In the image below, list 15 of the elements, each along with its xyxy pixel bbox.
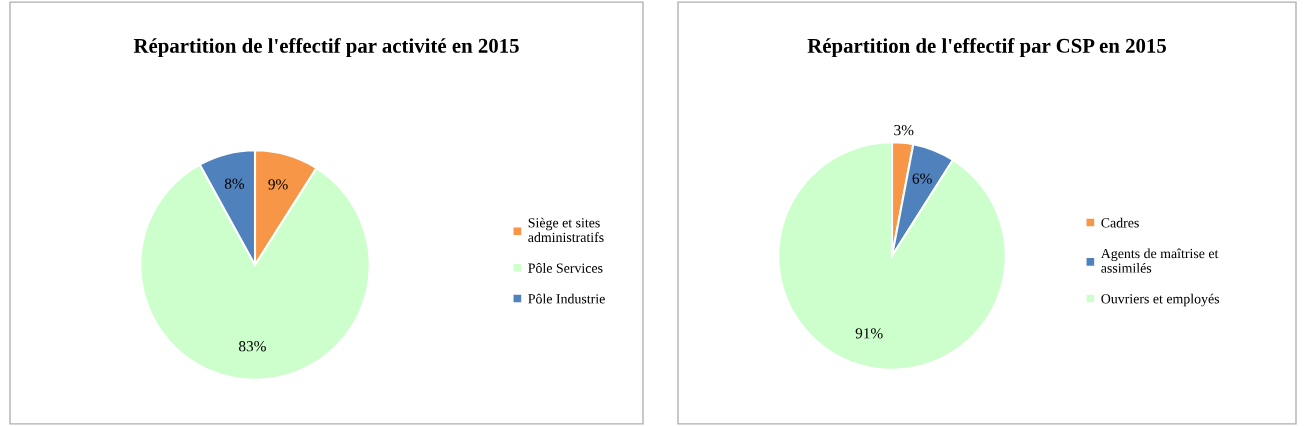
data-label: 83% [238,341,266,352]
legend-label: Pôle Services [528,262,603,273]
legend-label: Ouvriers et employés [1101,293,1220,307]
legend-label: Siège et sites administratifs [528,217,604,243]
data-label: 8% [224,178,245,189]
data-label: 6% [912,173,932,184]
legend-label: Agents de maîtrise et assimilés [1100,248,1219,273]
chart-title: Répartition de l'effectif par activité en 2015 [133,38,519,58]
data-label: 3% [894,124,914,136]
legend-label: Cadres [1101,217,1139,228]
legend-label: Pôle Industrie [528,293,605,304]
data-label: 91% [855,328,883,339]
chart-title: Répartition de l'effectif par CSP en 2015 [807,38,1167,58]
pie-slice [777,141,1007,371]
data-label: 9% [268,179,288,190]
